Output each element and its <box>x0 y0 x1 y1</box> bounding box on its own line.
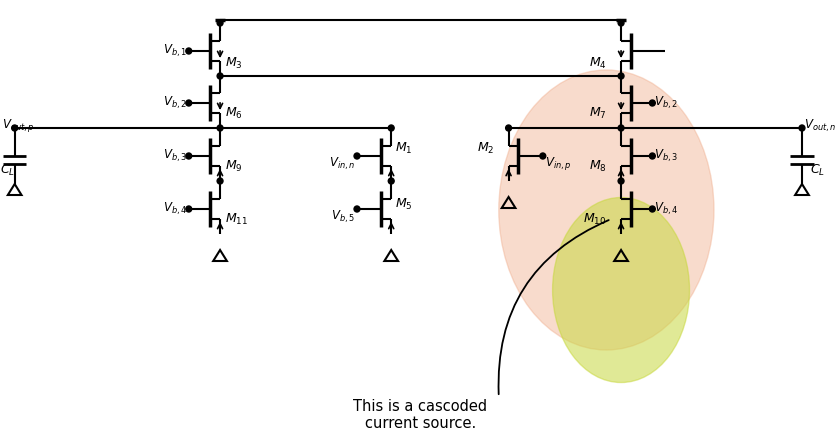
Text: This is a cascoded
current source.: This is a cascoded current source. <box>354 399 487 431</box>
Text: $M_{11}$: $M_{11}$ <box>225 211 248 227</box>
Text: $V_{b,2}$: $V_{b,2}$ <box>654 95 678 111</box>
Circle shape <box>186 48 192 54</box>
Circle shape <box>618 178 624 184</box>
Text: $V_{b,4}$: $V_{b,4}$ <box>163 201 186 217</box>
Circle shape <box>217 20 223 26</box>
Circle shape <box>649 100 655 106</box>
Text: $V_{b,2}$: $V_{b,2}$ <box>163 95 186 111</box>
Circle shape <box>649 153 655 159</box>
Circle shape <box>649 206 655 212</box>
Text: $M_7$: $M_7$ <box>589 106 606 121</box>
Circle shape <box>618 73 624 79</box>
Text: $V_{b,4}$: $V_{b,4}$ <box>654 201 679 217</box>
Circle shape <box>618 125 624 131</box>
Circle shape <box>12 125 18 131</box>
Circle shape <box>217 178 223 184</box>
Circle shape <box>354 153 360 159</box>
Circle shape <box>506 125 512 131</box>
Text: $V_{in,n}$: $V_{in,n}$ <box>328 156 355 172</box>
Circle shape <box>186 100 192 106</box>
Circle shape <box>540 153 546 159</box>
Circle shape <box>186 206 192 212</box>
Text: $V_{in,p}$: $V_{in,p}$ <box>545 156 571 172</box>
Circle shape <box>388 178 394 184</box>
Text: $M_5$: $M_5$ <box>395 196 412 212</box>
Text: $V_{out,p}$: $V_{out,p}$ <box>2 118 34 134</box>
Text: $V_{b,3}$: $V_{b,3}$ <box>654 148 679 164</box>
Ellipse shape <box>553 198 690 382</box>
Circle shape <box>217 73 223 79</box>
Circle shape <box>354 206 360 212</box>
Text: $C_L$: $C_L$ <box>810 163 825 178</box>
Text: $M_6$: $M_6$ <box>225 106 243 121</box>
Text: $M_1$: $M_1$ <box>395 141 412 156</box>
Text: $M_9$: $M_9$ <box>225 158 243 174</box>
Text: $M_3$: $M_3$ <box>225 55 243 71</box>
Circle shape <box>388 125 394 131</box>
Circle shape <box>618 20 624 26</box>
Text: $M_{10}$: $M_{10}$ <box>583 211 606 227</box>
Text: $C_L$: $C_L$ <box>0 163 15 178</box>
Circle shape <box>799 125 805 131</box>
Text: $M_4$: $M_4$ <box>589 55 606 71</box>
Text: $M_8$: $M_8$ <box>589 158 606 174</box>
Text: $M_2$: $M_2$ <box>476 141 494 156</box>
Text: $V_{b,5}$: $V_{b,5}$ <box>331 209 355 225</box>
Text: $V_{b,1}$: $V_{b,1}$ <box>163 43 186 59</box>
Ellipse shape <box>499 70 714 350</box>
Circle shape <box>217 125 223 131</box>
Text: $V_{b,3}$: $V_{b,3}$ <box>163 148 186 164</box>
Text: $V_{out,n}$: $V_{out,n}$ <box>804 118 837 134</box>
Circle shape <box>186 153 192 159</box>
